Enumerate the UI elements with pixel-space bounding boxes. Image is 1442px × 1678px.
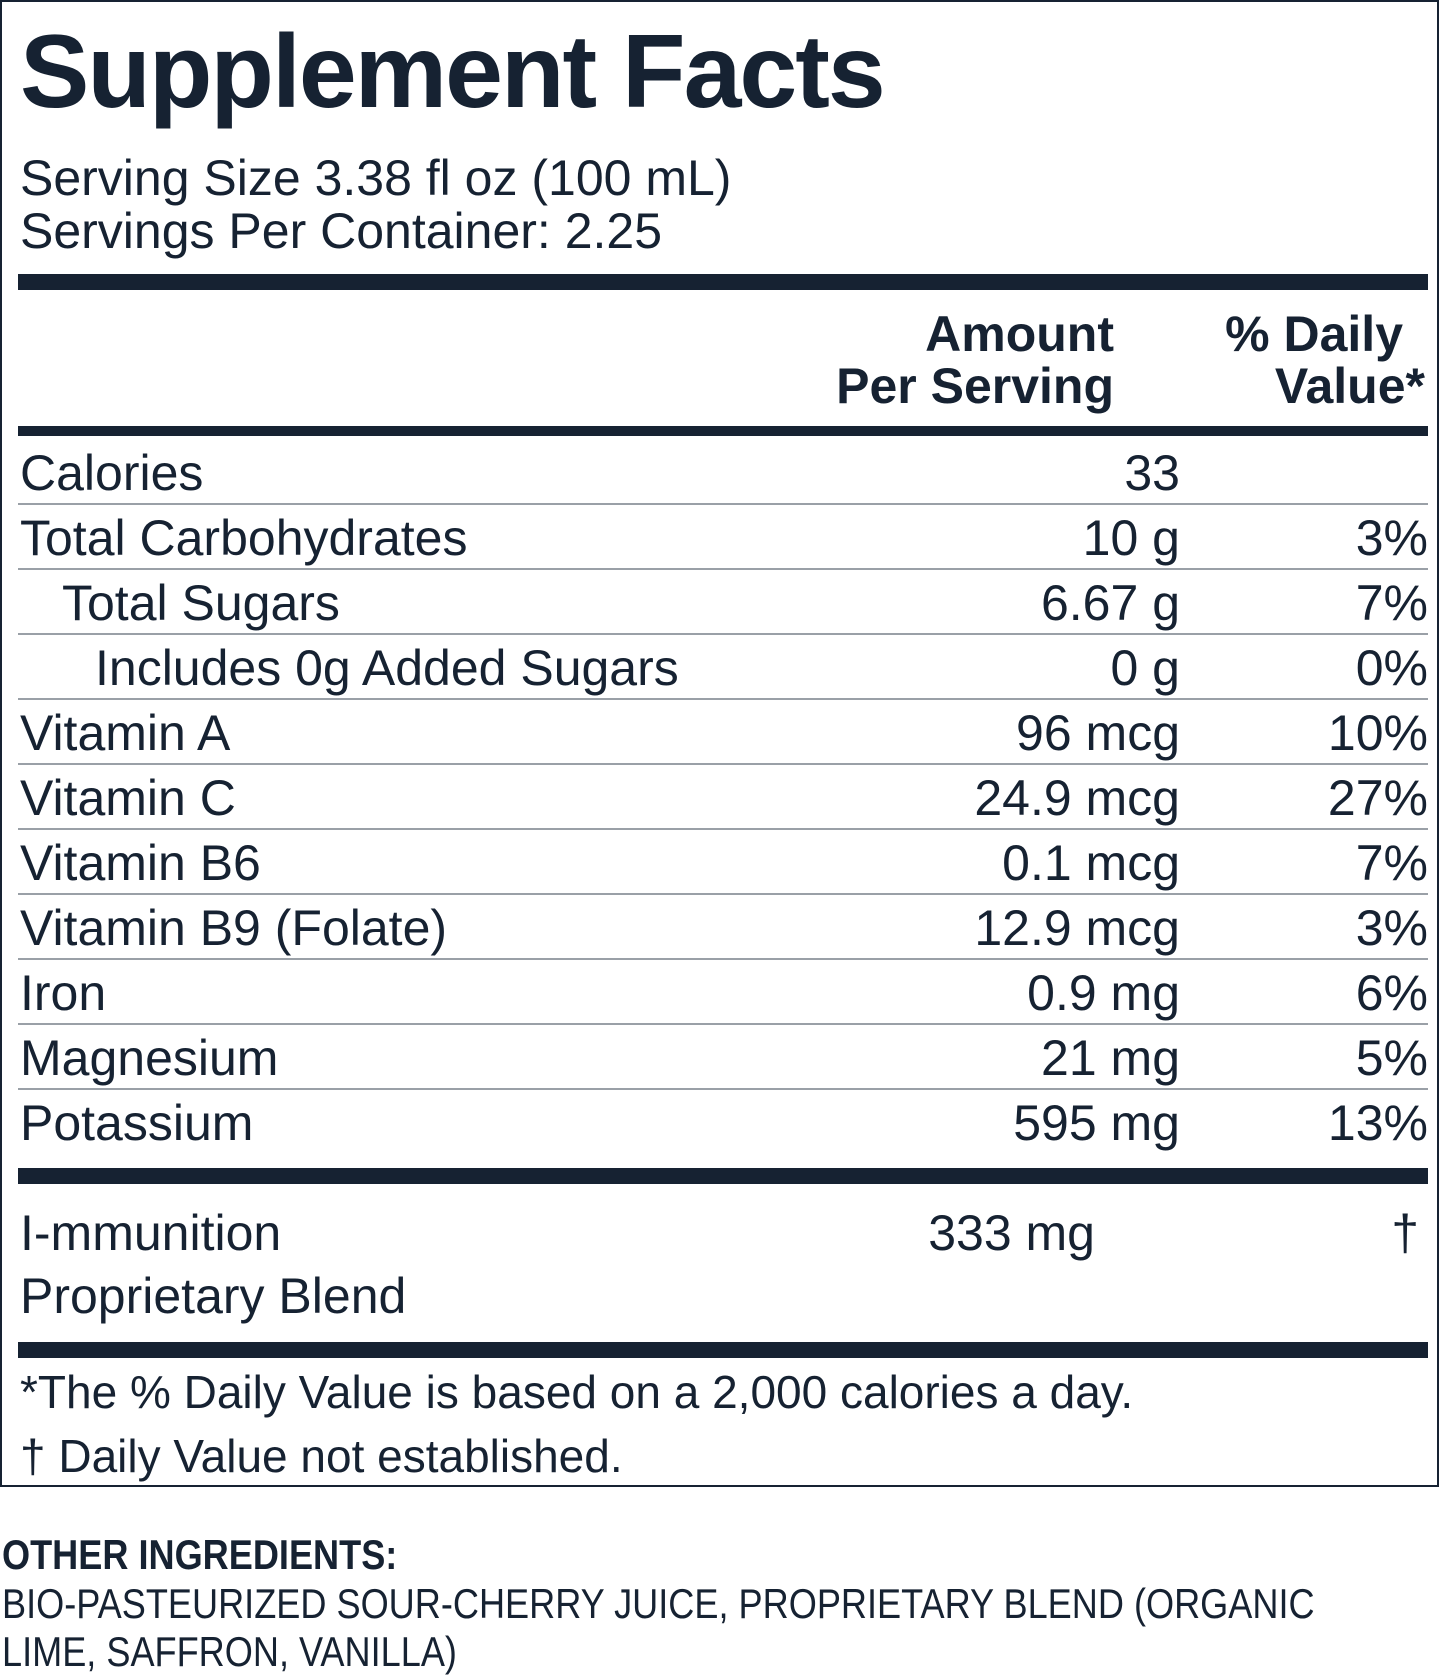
other-ingredients-heading: OTHER INGREDIENTS: (2, 1531, 398, 1578)
nutrient-daily-value: 6% (1355, 965, 1428, 1021)
nutrient-amount: 10 g (1082, 510, 1180, 566)
nutrient-name: Potassium (20, 1095, 254, 1151)
amount-header-line1: Amount (925, 306, 1114, 362)
blend-name-line2: Proprietary Blend (20, 1268, 407, 1324)
serving-info: Serving Size 3.38 fl oz (100 mL) Serving… (20, 152, 731, 258)
amount-column-header: Amount Per Serving (836, 308, 1114, 412)
nutrient-name: Includes 0g Added Sugars (95, 640, 679, 696)
blend-name-line1: I-mmunition (20, 1205, 282, 1261)
dv-header-line1: % Daily (1225, 306, 1403, 362)
nutrient-row: Vitamin B9 (Folate) 12.9 mcg 3% (18, 895, 1428, 960)
nutrient-daily-value: 7% (1355, 575, 1428, 631)
nutrient-daily-value: 3% (1355, 900, 1428, 956)
blend-amount: 333 mg (928, 1205, 1095, 1261)
nutrient-name: Total Carbohydrates (20, 510, 468, 566)
nutrient-name: Vitamin B9 (Folate) (20, 900, 448, 956)
nutrient-daily-value: 10% (1327, 705, 1428, 761)
footnote-not-established: † Daily Value not established. (20, 1430, 623, 1482)
servings-per-container: Servings Per Container: 2.25 (20, 203, 663, 259)
blend-daily-value: † (1391, 1205, 1419, 1261)
nutrient-row: Potassium 595 mg 13% (18, 1090, 1428, 1155)
supplement-facts-panel: Supplement Facts Serving Size 3.38 fl oz… (0, 0, 1439, 1487)
nutrient-name: Iron (20, 965, 107, 1021)
nutrient-amount: 21 mg (1041, 1030, 1180, 1086)
amount-header-line2: Per Serving (836, 358, 1114, 414)
nutrient-row: Vitamin B6 0.1 mcg 7% (18, 830, 1428, 895)
nutrient-name: Magnesium (20, 1030, 279, 1086)
nutrient-row: Total Carbohydrates 10 g 3% (18, 505, 1428, 570)
nutrient-daily-value: 0% (1355, 640, 1428, 696)
nutrient-amount: 0.9 mg (1027, 965, 1180, 1021)
nutrient-name: Calories (20, 445, 204, 501)
nutrient-daily-value: 3% (1355, 510, 1428, 566)
nutrient-amount: 0.1 mcg (1002, 835, 1180, 891)
nutrient-row: Iron 0.9 mg 6% (18, 960, 1428, 1025)
footnote-daily-value: *The % Daily Value is based on a 2,000 c… (20, 1366, 1134, 1418)
nutrient-row: Vitamin C 24.9 mcg 27% (18, 765, 1428, 830)
panel-title: Supplement Facts (20, 14, 886, 130)
thick-divider-blend-top (18, 1168, 1428, 1184)
nutrient-name: Vitamin B6 (20, 835, 261, 891)
nutrient-row: Magnesium 21 mg 5% (18, 1025, 1428, 1090)
nutrient-row: Calories 33 (18, 440, 1428, 505)
nutrient-daily-value: 13% (1327, 1095, 1428, 1151)
serving-size: Serving Size 3.38 fl oz (100 mL) (20, 150, 732, 206)
nutrient-daily-value: 7% (1355, 835, 1428, 891)
nutrient-row: Vitamin A 96 mcg 10% (18, 700, 1428, 765)
nutrient-amount: 595 mg (1013, 1095, 1180, 1151)
thick-divider-blend-bottom (18, 1342, 1428, 1358)
nutrient-name: Total Sugars (62, 575, 340, 631)
nutrient-amount: 6.67 g (1040, 575, 1180, 631)
nutrient-amount: 33 (1124, 445, 1180, 501)
nutrient-amount: 96 mcg (1016, 705, 1180, 761)
nutrient-name: Vitamin A (20, 705, 231, 761)
nutrient-daily-value: 5% (1355, 1030, 1428, 1086)
nutrient-row: Total Sugars 6.67 g 7% (18, 570, 1428, 635)
other-ingredients-text: BIO-PASTEURIZED SOUR-CHERRY JUICE, PROPR… (2, 1580, 1315, 1675)
nutrient-amount: 12.9 mcg (974, 900, 1180, 956)
blend-name: I-mmunition Proprietary Blend (20, 1202, 406, 1328)
nutrient-amount: 24.9 mcg (974, 770, 1180, 826)
nutrient-name: Vitamin C (20, 770, 236, 826)
thick-divider-header (18, 426, 1428, 436)
daily-value-column-header: % Daily Value* (1225, 308, 1425, 412)
nutrient-table: Calories 33 Total Carbohydrates 10 g 3% Total… (18, 440, 1428, 1155)
thick-divider-top (18, 274, 1428, 290)
dv-header-line2: Value* (1274, 358, 1425, 414)
nutrient-daily-value: 27% (1327, 770, 1428, 826)
nutrient-amount: 0 g (1110, 640, 1180, 696)
nutrient-row: Includes 0g Added Sugars 0 g 0% (18, 635, 1428, 700)
